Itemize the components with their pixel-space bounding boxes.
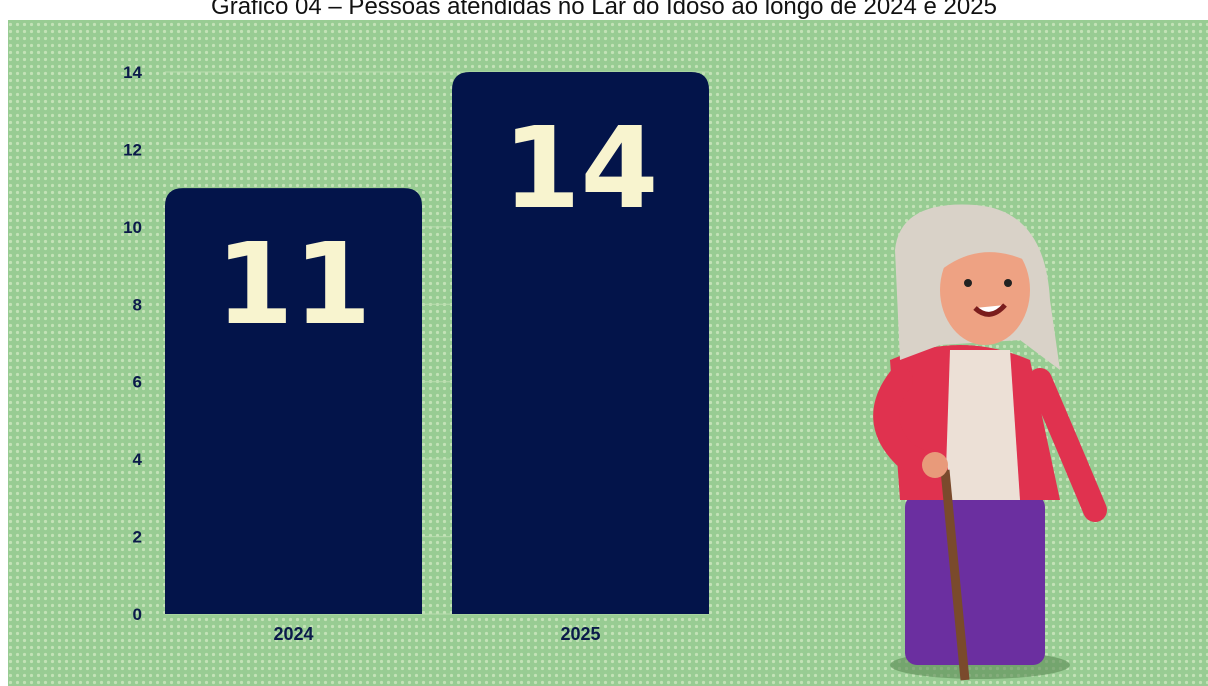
y-tick-label: 10 — [123, 218, 142, 237]
y-tick-label: 12 — [123, 140, 142, 159]
value-label: 14 — [503, 104, 659, 234]
x-tick-label: 2024 — [273, 624, 313, 644]
y-tick-label: 6 — [133, 373, 142, 392]
x-tick-label: 2025 — [560, 624, 600, 644]
y-tick-label: 8 — [133, 295, 142, 314]
chart-title: Gráfico 04 – Pessoas atendidas no Lar do… — [211, 0, 997, 20]
bar — [452, 72, 709, 614]
bar — [165, 188, 422, 614]
illustration — [873, 204, 1107, 681]
y-tick-label: 4 — [133, 450, 143, 469]
y-tick-label: 2 — [133, 528, 142, 547]
y-tick-label: 14 — [123, 63, 142, 82]
y-tick-label: 0 — [133, 605, 142, 624]
value-label: 11 — [216, 220, 372, 350]
